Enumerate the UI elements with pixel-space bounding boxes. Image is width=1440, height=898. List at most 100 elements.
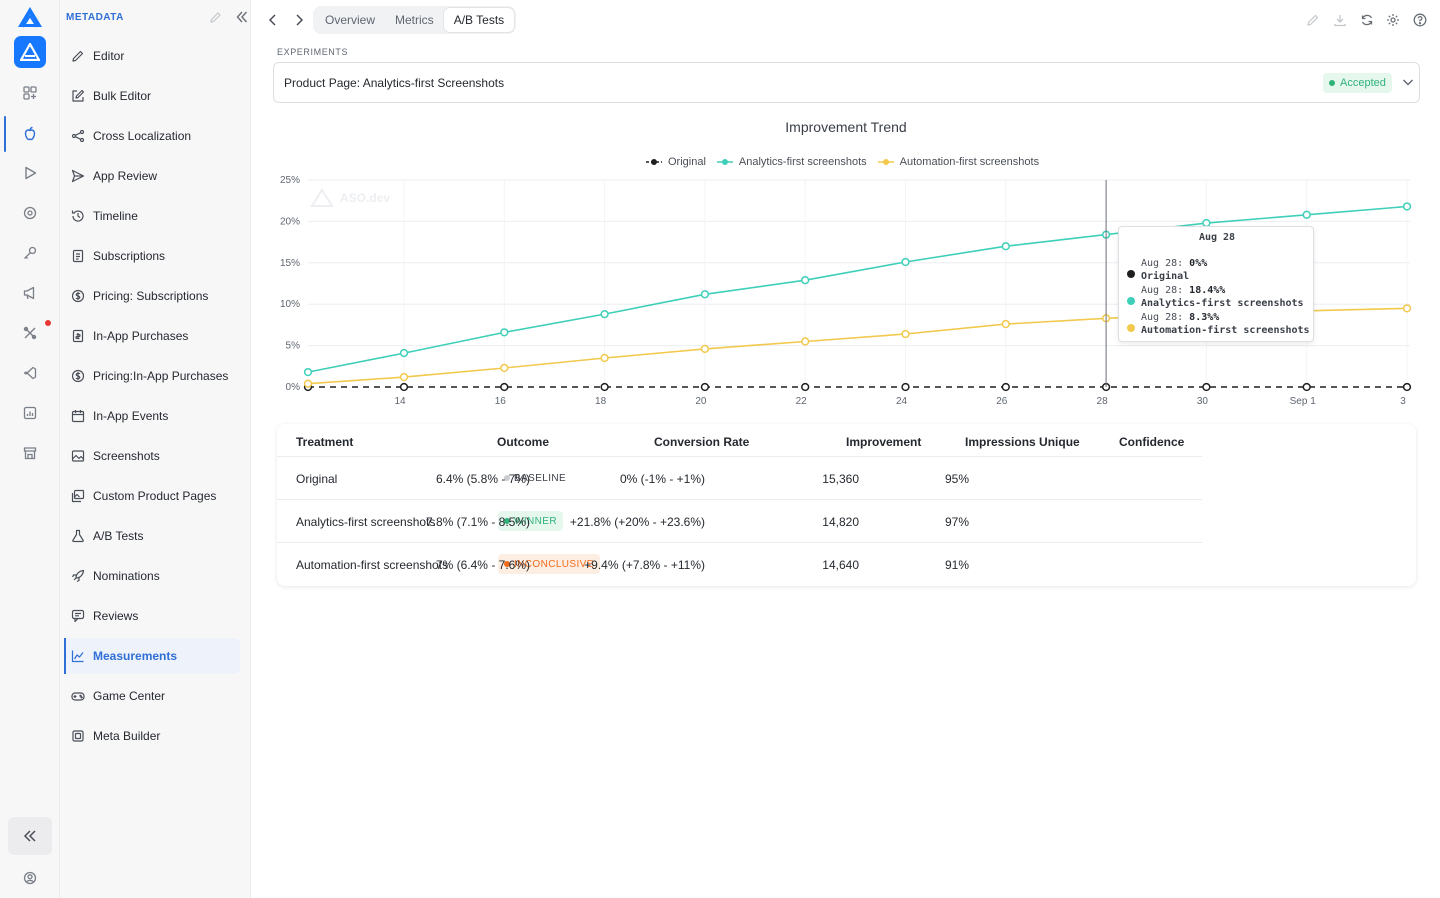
data-point[interactable] — [801, 337, 810, 346]
sidebar-item-bulk-editor[interactable]: Bulk Editor — [64, 78, 240, 114]
data-point[interactable] — [399, 382, 409, 392]
data-point[interactable] — [700, 382, 710, 392]
column-header-treatment[interactable]: Treatment — [296, 435, 354, 449]
column-header-conversion-rate[interactable]: Conversion Rate — [654, 435, 750, 449]
column-header-confidence[interactable]: Confidence — [1119, 435, 1185, 449]
sidebar-item-label: Screenshots — [93, 449, 160, 463]
play-store-icon[interactable] — [18, 161, 42, 185]
sidebar-item-in-app-events[interactable]: In-App Events — [64, 398, 240, 434]
x-tick-label: 30 — [1197, 396, 1209, 407]
data-point[interactable] — [801, 382, 810, 392]
data-point[interactable] — [700, 290, 710, 299]
x-tick-label: 3 — [1400, 396, 1406, 407]
download-icon[interactable] — [1331, 11, 1349, 29]
sidebar-item-pricing-subscriptions[interactable]: Pricing: Subscriptions — [64, 278, 240, 314]
data-point[interactable] — [600, 309, 609, 319]
tab-overview[interactable]: Overview — [325, 13, 376, 27]
vscode-icon[interactable] — [18, 361, 42, 385]
sidebar-item-screenshots[interactable]: Screenshots — [64, 438, 240, 474]
apps-grid-icon[interactable] — [18, 81, 42, 105]
image-icon — [70, 448, 86, 464]
sidebar-item-pricing-in-app-purchases[interactable]: Pricing:In-App Purchases — [64, 358, 240, 394]
tooltip-series-name: Analytics-first screenshots — [1141, 298, 1304, 309]
data-point[interactable] — [399, 348, 409, 358]
data-point[interactable] — [600, 353, 609, 363]
legend-item-automation[interactable]: Automation-first screenshots — [877, 156, 1039, 168]
store-icon[interactable] — [18, 441, 42, 465]
sidebar-item-app-review[interactable]: App Review — [64, 158, 240, 194]
sidebar-item-timeline[interactable]: Timeline — [64, 198, 240, 234]
sidebar-item-in-app-purchases[interactable]: In-App Purchases — [64, 318, 240, 354]
sidebar-item-label: Pricing:In-App Purchases — [93, 369, 229, 383]
series-line-1[interactable] — [307, 205, 1408, 373]
column-header-improvement[interactable]: Improvement — [846, 435, 922, 449]
brand-logo-icon[interactable] — [17, 6, 43, 31]
data-point[interactable] — [1001, 319, 1010, 329]
data-point[interactable] — [700, 344, 710, 354]
data-point[interactable] — [500, 363, 509, 373]
sidebar-item-cross-localization[interactable]: Cross Localization — [64, 118, 240, 154]
column-header-impressions-unique[interactable]: Impressions Unique — [965, 435, 1080, 449]
data-point[interactable] — [303, 367, 313, 377]
help-icon[interactable] — [1411, 11, 1429, 29]
tooltip-value-line: Aug 28: 0%% — [1141, 258, 1208, 269]
data-point[interactable] — [901, 329, 910, 339]
data-point[interactable] — [1402, 382, 1412, 392]
key-icon[interactable] — [18, 241, 42, 265]
column-header-outcome[interactable]: Outcome — [497, 435, 550, 449]
table-row[interactable]: Automation-first screenshots INCONCLUSIVE… — [277, 543, 1202, 586]
sidebar-item-a-b-tests[interactable]: A/B Tests — [64, 518, 240, 554]
data-point[interactable] — [1001, 242, 1010, 251]
apple-icon[interactable] — [18, 121, 42, 145]
tools-icon[interactable] — [18, 321, 42, 345]
forward-arrow-icon[interactable] — [289, 10, 309, 30]
data-point[interactable] — [600, 382, 609, 392]
table-row[interactable]: Analytics-first screenshots WINNER 7.8% (7… — [277, 500, 1202, 543]
legend-item-original[interactable]: Original — [646, 156, 706, 168]
data-point[interactable] — [1402, 304, 1412, 313]
x-tick-label: 28 — [1097, 396, 1109, 407]
report-icon[interactable] — [18, 401, 42, 425]
data-point[interactable] — [1202, 382, 1211, 392]
legend-item-analytics[interactable]: Analytics-first screenshots — [716, 156, 867, 168]
sidebar-item-subscriptions[interactable]: Subscriptions — [64, 238, 240, 274]
data-point[interactable] — [399, 372, 409, 382]
sidebar-item-meta-builder[interactable]: Meta Builder — [64, 718, 240, 754]
pencil-icon[interactable] — [209, 11, 222, 27]
data-point[interactable] — [500, 382, 509, 392]
data-point[interactable] — [801, 276, 810, 285]
tab-metrics[interactable]: Metrics — [395, 13, 434, 27]
data-point[interactable] — [1402, 202, 1412, 211]
megaphone-icon[interactable] — [18, 281, 42, 305]
rail-collapse-button[interactable] — [8, 817, 52, 855]
data-point[interactable] — [1302, 210, 1311, 219]
data-point[interactable] — [901, 257, 910, 267]
cell-conversion-rate: 7.8% (7.1% - 8.5%) — [425, 515, 530, 529]
sidebar-item-measurements[interactable]: Measurements — [64, 638, 240, 674]
sidebar-item-editor[interactable]: Editor — [64, 38, 240, 74]
table-row[interactable]: Original BASELINE 6.4% (5.8% - 7%) 0% (-1% … — [277, 457, 1202, 500]
data-point[interactable] — [1001, 382, 1010, 392]
app-icon[interactable] — [14, 36, 46, 68]
refresh-icon[interactable] — [1358, 11, 1376, 29]
collapse-sidebar-icon[interactable] — [235, 10, 249, 27]
back-arrow-icon[interactable] — [263, 10, 283, 30]
sidebar-item-game-center[interactable]: Game Center — [64, 678, 240, 714]
data-point[interactable] — [901, 382, 910, 392]
settings-gear-icon[interactable] — [1384, 11, 1402, 29]
account-icon[interactable] — [18, 866, 42, 890]
experiment-select[interactable]: Product Page: Analytics-first Screenshot… — [273, 62, 1420, 103]
outcome-dot — [504, 518, 510, 524]
data-point[interactable] — [1302, 382, 1311, 392]
data-point[interactable] — [500, 328, 509, 337]
target-icon[interactable] — [18, 201, 42, 225]
chevron-down-icon[interactable] — [1401, 75, 1415, 92]
sidebar-item-custom-product-pages[interactable]: Custom Product Pages — [64, 478, 240, 514]
cell-conversion-rate: 6.4% (5.8% - 7%) — [435, 472, 530, 486]
edit-icon[interactable] — [1304, 11, 1322, 29]
sidebar-item-reviews[interactable]: Reviews — [64, 598, 240, 634]
data-point[interactable] — [303, 379, 313, 388]
sidebar-item-nominations[interactable]: Nominations — [64, 558, 240, 594]
tab-ab-tests[interactable]: A/B Tests — [443, 8, 515, 32]
outcome-dot — [504, 475, 510, 481]
